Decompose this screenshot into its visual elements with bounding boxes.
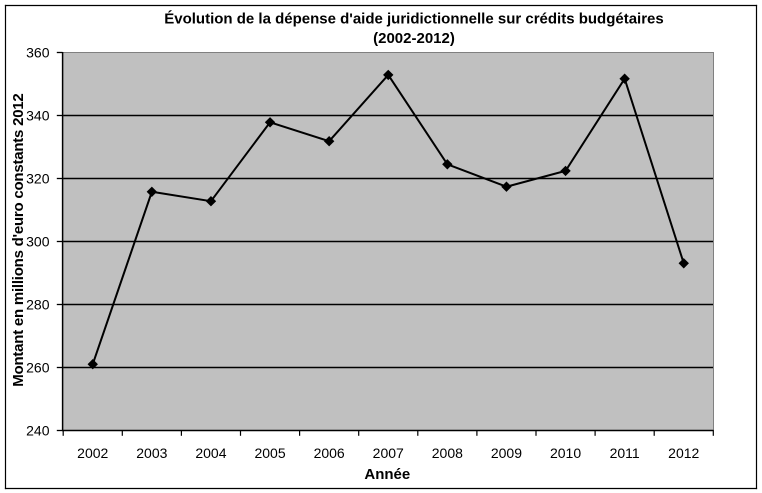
- svg-text:Année: Année: [364, 466, 410, 483]
- svg-text:2007: 2007: [373, 445, 404, 461]
- svg-text:260: 260: [26, 360, 50, 376]
- svg-text:2010: 2010: [550, 445, 581, 461]
- svg-text:(2002-2012): (2002-2012): [373, 30, 455, 47]
- svg-text:340: 340: [26, 108, 50, 124]
- svg-text:2002: 2002: [77, 445, 108, 461]
- svg-text:2005: 2005: [254, 445, 285, 461]
- svg-text:2006: 2006: [314, 445, 345, 461]
- svg-text:2008: 2008: [432, 445, 463, 461]
- svg-text:2011: 2011: [610, 445, 640, 461]
- svg-text:240: 240: [26, 423, 50, 439]
- svg-text:2012: 2012: [668, 445, 699, 461]
- svg-text:360: 360: [26, 45, 50, 61]
- svg-text:280: 280: [26, 297, 50, 313]
- svg-text:2004: 2004: [195, 445, 226, 461]
- svg-text:Montant en millions d'euro con: Montant en millions d'euro constants 201…: [10, 93, 27, 387]
- svg-text:Évolution de la dépense d'aide: Évolution de la dépense d'aide juridicti…: [164, 11, 664, 28]
- svg-text:320: 320: [26, 171, 50, 187]
- svg-text:2009: 2009: [491, 445, 522, 461]
- svg-text:2003: 2003: [136, 445, 167, 461]
- svg-text:300: 300: [26, 234, 50, 250]
